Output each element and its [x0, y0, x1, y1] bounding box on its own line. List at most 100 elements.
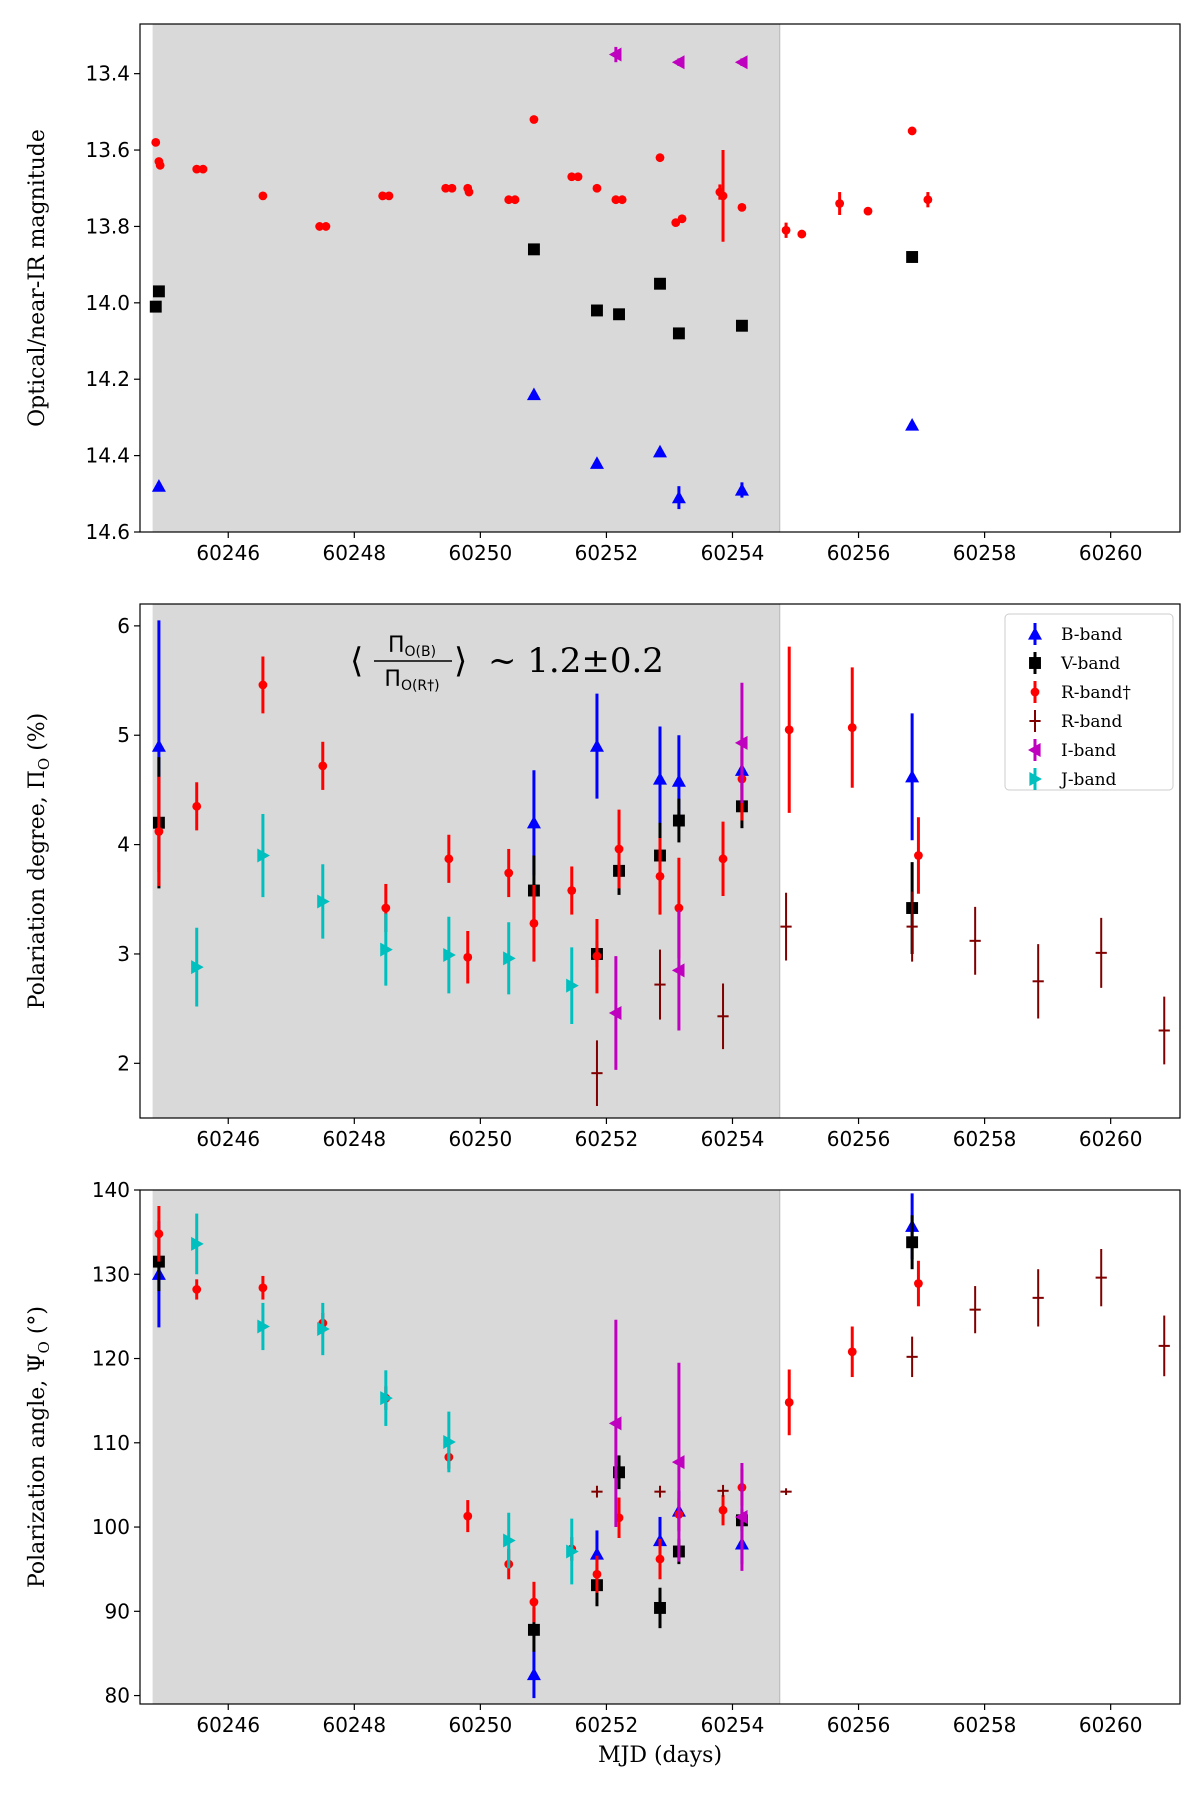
y-tick-label: 120	[92, 1347, 130, 1371]
data-point	[526, 1667, 541, 1681]
legend-marker	[1030, 687, 1040, 697]
data-point	[847, 723, 857, 732]
data-point	[152, 285, 165, 298]
data-point	[380, 1391, 393, 1406]
data-point	[258, 191, 268, 201]
data-point	[149, 300, 162, 313]
y-tick-label: 140	[92, 1178, 130, 1202]
data-point	[617, 195, 627, 205]
x-tick-label: 60252	[575, 1713, 639, 1737]
data-point	[192, 801, 202, 811]
data-point	[608, 47, 622, 62]
x-tick-label: 60256	[827, 1127, 891, 1151]
x-tick-label: 60246	[196, 541, 260, 565]
series-r-band	[154, 646, 923, 994]
data-point	[529, 918, 539, 928]
x-tick-label: 60260	[1079, 1127, 1143, 1151]
legend-label-b-band: B-band	[1061, 625, 1123, 645]
left-angle-bracket: ⟨	[350, 641, 363, 681]
legend-box	[1004, 613, 1174, 791]
x-tick-label: 60246	[196, 1127, 260, 1151]
y-tick-label: 110	[92, 1431, 130, 1455]
data-point	[198, 164, 208, 174]
data-point	[529, 1597, 539, 1607]
data-point	[614, 844, 624, 854]
data-point	[443, 1434, 456, 1449]
data-point	[655, 871, 665, 881]
data-point	[192, 164, 202, 174]
data-point	[191, 960, 204, 975]
data-point	[321, 222, 331, 231]
data-point	[192, 1285, 202, 1294]
data-point	[734, 55, 748, 70]
data-point	[677, 214, 687, 224]
data-point	[672, 327, 685, 340]
legend: B-band V-band R-band† R-band I-band J-band	[1004, 613, 1174, 791]
data-point	[914, 1279, 923, 1288]
plot-frame	[139, 23, 1181, 533]
ratio-value: ~ 1.2±0.2	[488, 641, 664, 681]
y-tick-label: 4	[117, 833, 130, 857]
series-i-band	[608, 1319, 748, 1571]
data-point	[718, 854, 728, 864]
series-r-band	[151, 115, 933, 242]
data-point	[671, 55, 685, 70]
y-tick-label: 14.6	[85, 520, 130, 544]
data-point	[441, 183, 451, 193]
data-point	[315, 222, 325, 231]
data-point	[444, 854, 454, 864]
data-point	[592, 951, 602, 961]
data-point	[591, 304, 603, 317]
data-point	[847, 1347, 857, 1357]
data-point	[674, 903, 684, 913]
series-v-band	[149, 243, 919, 340]
y-tick-label: 14.2	[85, 367, 130, 391]
data-point	[611, 195, 621, 205]
y-tick-label: 6	[117, 614, 130, 638]
x-tick-label: 60258	[953, 1713, 1017, 1737]
y-tick-label: 14.0	[85, 291, 130, 315]
data-point	[566, 978, 579, 993]
right-angle-bracket: ⟩	[454, 641, 467, 681]
x-tick-label: 60250	[449, 1713, 513, 1737]
legend-marker	[1028, 743, 1041, 757]
data-point	[592, 1569, 602, 1579]
y-axis-label: Polarization angle, ΨO (°)	[25, 1306, 53, 1588]
data-point	[718, 191, 728, 201]
panel-polarization-angle: 60246 60248 60250 60252 60254 60256 60258 60260…	[25, 1178, 1181, 1768]
data-point	[503, 951, 516, 966]
y-tick-label: 100	[92, 1515, 130, 1539]
data-point	[653, 444, 667, 458]
x-tick-label: 60254	[701, 1713, 765, 1737]
data-point	[734, 735, 748, 750]
data-point	[592, 183, 602, 193]
x-tick-label: 60254	[701, 1127, 765, 1151]
data-point	[155, 160, 165, 170]
legend-marker	[1029, 657, 1041, 669]
x-tick-label: 60246	[196, 1713, 260, 1737]
x-tick-label: 60252	[575, 541, 639, 565]
data-point	[671, 218, 681, 228]
data-point	[613, 1466, 625, 1479]
data-point	[503, 1533, 516, 1548]
x-tick-label: 60256	[827, 541, 891, 565]
series-i-band	[608, 46, 748, 70]
y-tick-label: 13.6	[85, 138, 130, 162]
y-tick-label: 90	[105, 1599, 130, 1623]
series-j-band	[191, 813, 579, 1024]
shaded-region	[152, 1190, 780, 1704]
data-point	[906, 1236, 919, 1249]
legend-label-r-band: R-band†	[1061, 683, 1131, 703]
data-point	[608, 1006, 622, 1021]
data-point	[655, 153, 665, 163]
data-point	[654, 1601, 666, 1614]
data-point	[463, 952, 473, 962]
data-point	[905, 769, 920, 783]
series-b-band	[151, 387, 920, 510]
data-point	[504, 868, 514, 878]
data-point	[257, 1319, 270, 1334]
y-tick-label: 14.4	[85, 444, 130, 468]
data-point	[718, 1505, 728, 1515]
data-point	[381, 903, 391, 913]
